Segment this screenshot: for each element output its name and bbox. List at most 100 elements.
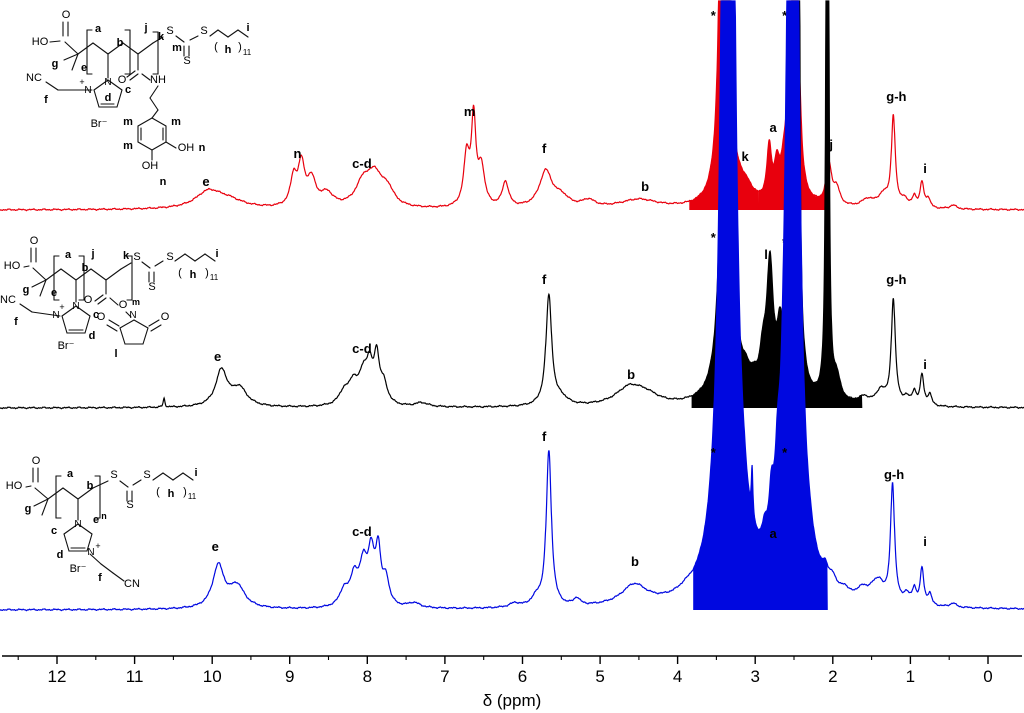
structure-bond xyxy=(151,141,167,151)
structure-bond xyxy=(71,53,79,71)
structure-atom-label: f xyxy=(44,94,48,106)
structure-bond xyxy=(194,253,206,262)
structure-atom-label: S xyxy=(143,469,150,481)
peak-label-top: e xyxy=(202,174,209,189)
peak-label-top: m xyxy=(464,104,476,119)
structure-bond xyxy=(204,253,216,262)
structure-bond xyxy=(34,487,49,500)
structure-atom-label: b xyxy=(82,262,89,274)
structure-atom-label: N xyxy=(129,310,136,321)
structure-bond xyxy=(90,268,107,281)
structure-atom-label: ( xyxy=(214,41,218,53)
structure-atom-label: + xyxy=(79,77,84,87)
structure-atom-label: n xyxy=(101,511,107,521)
solvent-peak-fill xyxy=(792,1,863,408)
spectrum-trace-middle xyxy=(0,0,1024,410)
peak-label-middle: l xyxy=(764,247,768,262)
structure-atom-label: O xyxy=(119,299,128,311)
structure-bond xyxy=(106,324,118,332)
axis-tick-label: 7 xyxy=(440,667,449,686)
structure-atom-label: S xyxy=(133,251,140,263)
structure-atom-label: m xyxy=(123,116,133,128)
structure-bond xyxy=(165,141,177,149)
structure-bond xyxy=(45,81,59,91)
peak-label-top: * xyxy=(782,8,788,23)
structure-atom-label: HO xyxy=(32,36,49,48)
structure-atom-label: CN xyxy=(124,578,140,590)
structure-atom-label: + xyxy=(95,541,100,551)
structure-atom-label: ) xyxy=(238,41,242,53)
structure-bond xyxy=(49,40,61,43)
structure-bond xyxy=(132,479,142,486)
structure-bond xyxy=(109,297,119,306)
structure-bond xyxy=(125,311,132,318)
structure-bond xyxy=(63,533,70,552)
structure-atom-label: N xyxy=(84,85,91,96)
structure-bond xyxy=(108,319,120,327)
peak-label-middle: k xyxy=(741,357,749,372)
structure-atom-label: HO xyxy=(4,260,21,272)
structure-bond xyxy=(92,42,109,55)
structure-atom-label: S xyxy=(200,25,207,37)
structure-bond xyxy=(119,319,135,329)
structure-bond xyxy=(32,267,47,281)
axis-tick-label: 8 xyxy=(363,667,372,686)
structure-atom-label: g xyxy=(23,284,30,296)
structure-atom-label: NC xyxy=(26,72,42,84)
structure-bond xyxy=(119,480,129,488)
structure-bond xyxy=(107,42,124,55)
structure-bond xyxy=(107,79,123,91)
structure-atom-label: d xyxy=(105,92,112,104)
structure-atom-label: 11 xyxy=(188,492,197,501)
structure-bond xyxy=(92,480,109,489)
structure-atom-label: N xyxy=(74,519,81,530)
peak-label-middle: i xyxy=(923,357,927,372)
structure-bond xyxy=(93,79,109,91)
spectrum-bottom: e c-d f b * a * g-h i xyxy=(0,0,1024,612)
structure-bond xyxy=(184,253,196,262)
structure-atom-label: i xyxy=(194,467,197,479)
structure-atom-label: O xyxy=(32,455,41,467)
structure-atom-label: O xyxy=(118,74,127,86)
peak-label-top: n xyxy=(294,146,302,161)
structure-atom-label: a xyxy=(95,23,102,35)
axis-tick-label: 6 xyxy=(518,667,527,686)
structure-bond xyxy=(129,73,139,81)
peak-label-bottom: i xyxy=(923,534,927,549)
structure-bond xyxy=(137,42,154,55)
structure-atom-label: O xyxy=(84,294,93,306)
structure-bond xyxy=(149,97,159,111)
structure-bond xyxy=(23,265,30,268)
structure-atom-label: S xyxy=(183,55,190,67)
structure-atom-label: m xyxy=(123,140,133,152)
structure-atom-label: S xyxy=(166,251,173,263)
axis-tick-label: 11 xyxy=(126,667,144,686)
structure-atom-label: O xyxy=(97,311,106,323)
structure-bond xyxy=(174,253,186,262)
peak-label-top: j xyxy=(828,137,833,152)
peak-label-middle: j xyxy=(828,357,833,372)
structure-atom-label: a xyxy=(67,468,74,480)
structure-atom-label: c xyxy=(93,309,99,321)
structure-atom-label: S xyxy=(126,499,133,511)
structure-atom-label: m xyxy=(171,116,181,128)
structure-atom-label: m xyxy=(172,42,182,54)
axis-tick-label: 1 xyxy=(906,667,915,686)
structure-bond xyxy=(126,70,136,78)
structure-atom-label: c xyxy=(125,84,131,96)
structure-bond xyxy=(142,327,149,345)
structure-atom-label: g xyxy=(52,58,59,70)
structure-atom-label: f xyxy=(98,572,102,584)
structure-bond xyxy=(237,29,249,38)
structure-bond xyxy=(150,324,162,332)
structure-bond xyxy=(189,35,199,41)
structure-atom-label: ( xyxy=(178,267,182,279)
structure-bond xyxy=(137,141,153,151)
structure-bond xyxy=(25,485,32,488)
structure-bond xyxy=(84,315,91,334)
structure-bond xyxy=(105,268,122,281)
spectrum-trace-bottom xyxy=(0,0,1024,612)
structure-bond xyxy=(217,29,229,38)
